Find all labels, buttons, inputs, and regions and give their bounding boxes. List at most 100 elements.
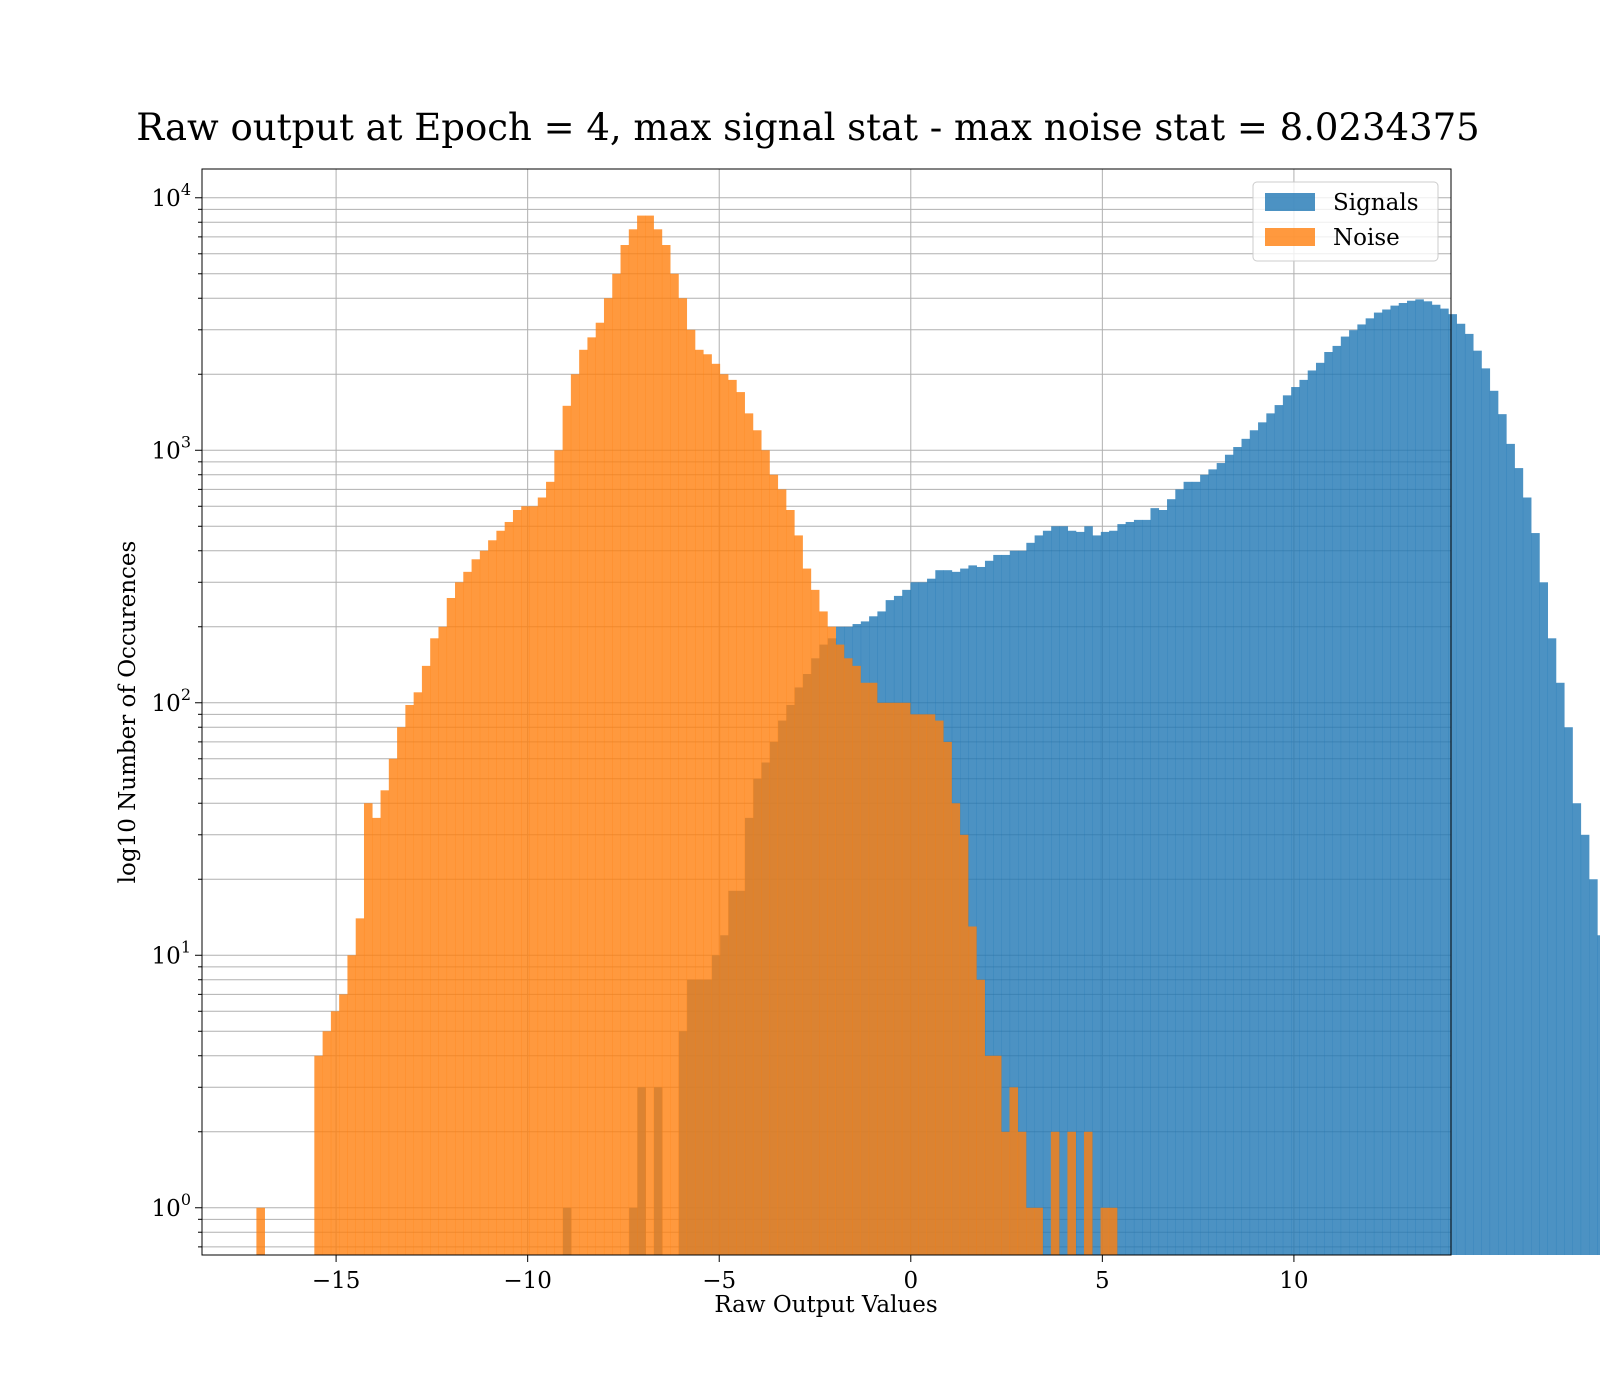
series-noise	[256, 215, 1118, 1256]
histogram-bar	[554, 450, 563, 1256]
histogram-bar	[686, 329, 696, 1255]
legend-swatch-signals	[1265, 193, 1315, 211]
histogram-bar	[926, 714, 936, 1255]
histogram-bar	[943, 741, 952, 1255]
histogram-bar	[612, 273, 621, 1255]
histogram-bar	[546, 481, 555, 1255]
histogram-bar	[628, 229, 638, 1256]
histogram-bar	[1092, 535, 1102, 1255]
histogram-bar	[1464, 333, 1474, 1255]
histogram-bar	[860, 682, 870, 1255]
x-tick-label: −5	[702, 1268, 736, 1294]
histogram-bar	[1514, 468, 1524, 1256]
legend-label-noise: Noise	[1333, 225, 1400, 251]
histogram-bar	[1083, 1131, 1093, 1255]
histogram-bar	[1572, 803, 1582, 1255]
histogram-bar	[388, 758, 398, 1255]
histogram-bar	[579, 349, 588, 1255]
histogram-bar	[1390, 305, 1400, 1255]
histogram-bar	[1117, 524, 1126, 1255]
histogram-bar	[1580, 834, 1590, 1255]
histogram-bar	[1017, 1131, 1027, 1255]
histogram-bar	[637, 215, 646, 1255]
histogram-bar	[719, 374, 729, 1255]
histogram-bar	[603, 298, 613, 1255]
histogram-bar	[1597, 935, 1600, 1255]
histogram-bar	[455, 582, 464, 1255]
histogram-bar	[1167, 499, 1176, 1256]
histogram-bar	[1026, 1207, 1035, 1255]
histogram-bar	[413, 692, 423, 1255]
histogram-bar	[347, 955, 357, 1255]
histogram-bar	[446, 597, 456, 1255]
histogram-bar	[959, 834, 969, 1255]
histogram-bar	[1481, 368, 1491, 1255]
histogram-bar	[1307, 370, 1317, 1255]
histogram-bar	[314, 1055, 323, 1255]
histogram-bar	[935, 720, 944, 1255]
histogram-bar	[1067, 530, 1077, 1255]
y-tick-label: 104	[152, 180, 191, 212]
histogram-bar	[1051, 526, 1060, 1255]
histogram-bar	[1142, 519, 1151, 1255]
histogram-bar	[744, 413, 754, 1255]
histogram-bar	[1498, 414, 1507, 1255]
histogram-bar	[1034, 535, 1044, 1255]
histogram-bar	[1191, 481, 1201, 1255]
histogram-bar	[1001, 554, 1011, 1255]
histogram-bar	[1249, 430, 1259, 1255]
histogram-bar	[380, 790, 390, 1255]
histogram-bar	[1100, 1207, 1110, 1255]
histogram-bar	[1258, 422, 1267, 1255]
histogram-bar	[463, 571, 472, 1255]
histogram-bar	[1059, 526, 1069, 1255]
histogram-bar	[852, 665, 861, 1255]
x-tick-label: −10	[503, 1268, 552, 1294]
histogram-bar	[769, 474, 779, 1255]
histogram-bar	[761, 450, 770, 1256]
histogram-bar	[678, 298, 688, 1255]
histogram-bar	[1282, 395, 1292, 1256]
histogram-bar	[827, 626, 836, 1255]
histogram-bar	[1382, 309, 1391, 1256]
histogram-bar	[645, 215, 654, 1255]
histogram-bar	[1009, 550, 1019, 1255]
histogram-bar	[1299, 379, 1309, 1256]
histogram-bar	[992, 1055, 1002, 1255]
histogram-bar	[620, 245, 630, 1255]
histogram-bar	[1100, 531, 1110, 1255]
histogram-bar	[661, 245, 671, 1255]
histogram-bar	[835, 644, 845, 1255]
histogram-bar	[868, 682, 878, 1255]
histogram-bar	[918, 714, 928, 1255]
histogram-bar	[512, 510, 522, 1255]
histogram-bar	[438, 626, 448, 1255]
histogram-bar	[1456, 323, 1466, 1255]
plot-frame	[201, 168, 1452, 1256]
histogram-bar	[1208, 469, 1217, 1255]
histogram-bar	[993, 554, 1002, 1255]
histogram-bar	[1125, 521, 1135, 1255]
histogram-bar	[1291, 387, 1300, 1256]
histogram-bar	[1133, 519, 1143, 1255]
histogram-bar	[1241, 438, 1251, 1256]
histogram-bar	[504, 521, 514, 1255]
histogram-bar	[777, 489, 787, 1255]
histogram-bar	[728, 379, 737, 1256]
histogram-bar	[976, 979, 985, 1255]
histogram-bar	[1340, 336, 1350, 1255]
histogram-bar	[537, 497, 547, 1255]
histogram-bar	[372, 817, 381, 1255]
histogram-bar	[893, 702, 903, 1255]
histogram-bar	[1216, 463, 1226, 1255]
histogram-bar	[910, 714, 919, 1255]
histogram-bar	[1440, 308, 1449, 1255]
y-tick-label: 100	[152, 1190, 191, 1222]
histogram-bar	[1448, 314, 1457, 1255]
histogram-bar	[984, 1055, 994, 1255]
histogram-bar	[1423, 301, 1433, 1255]
histogram-bar	[1357, 324, 1366, 1256]
histogram-bar	[802, 568, 812, 1255]
histogram-bar	[752, 430, 762, 1255]
